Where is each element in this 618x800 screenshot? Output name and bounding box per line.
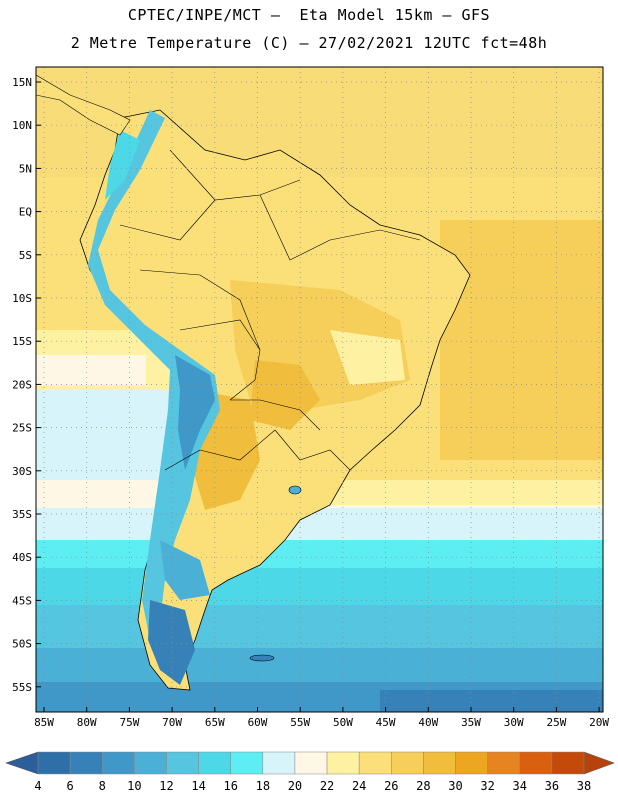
legend-level-label: 34: [513, 779, 527, 793]
legend-level-label: 26: [384, 779, 398, 793]
latitude-labels: 15N 10N 5N EQ 5S 10S 15S 20S 25S 30S 35S 40S 45S 50S 5…: [12, 76, 41, 694]
lon-tick-label: 85W: [34, 716, 54, 729]
lat-tick-label: EQ: [19, 206, 32, 219]
lon-tick-label: 35W: [461, 716, 481, 729]
lat-tick-label: 10S: [12, 292, 32, 305]
lat-tick-label: 15N: [12, 76, 32, 89]
legend-color-box: [166, 751, 199, 775]
temperature-map: 15N 10N 5N EQ 5S 10S 15S 20S 25S 30S 35S 40S 45S 50S 5…: [12, 66, 609, 729]
lon-tick-label: 50W: [333, 716, 353, 729]
legend-level-label: 8: [99, 779, 106, 793]
lon-tick-label: 20W: [589, 716, 609, 729]
legend-level-label: 38: [577, 779, 591, 793]
legend-level-label: 22: [320, 779, 334, 793]
temperature-field: [36, 67, 603, 712]
legend-level-label: 10: [127, 779, 141, 793]
legend-level-label: 36: [545, 779, 559, 793]
lat-tick-label: 25S: [12, 422, 32, 435]
lat-tick-label: 10N: [12, 119, 32, 132]
lon-tick-label: 45W: [376, 716, 396, 729]
legend-color-box: [262, 751, 296, 775]
legend-color-box: [134, 751, 167, 775]
legend-color-box: [455, 751, 488, 775]
legend-color-box: [230, 751, 264, 775]
lon-tick-label: 30W: [504, 716, 524, 729]
lat-tick-label: 35S: [12, 508, 32, 521]
lon-tick-label: 70W: [162, 716, 182, 729]
legend-level-label: 6: [67, 779, 74, 793]
legend-color-box: [101, 751, 135, 775]
legend-color-box: [37, 751, 71, 775]
lon-tick-label: 25W: [546, 716, 566, 729]
longitude-labels: 85W 80W 75W 70W 65W 60W 55W 50W 45W 40W 35W 30W 25W 2…: [34, 707, 609, 729]
legend-level-label: 20: [288, 779, 302, 793]
legend-level-label: 28: [416, 779, 430, 793]
map-frame: [35, 66, 604, 713]
lon-tick-label: 80W: [77, 716, 97, 729]
legend-color-box: [294, 751, 328, 775]
lat-tick-label: 30S: [12, 465, 32, 478]
legend-level-label: 30: [448, 779, 462, 793]
lat-tick-label: 50S: [12, 638, 32, 651]
legend-high-arrow: [583, 751, 615, 775]
legend-level-label: 16: [223, 779, 237, 793]
andes-cold-region: [88, 110, 220, 640]
lat-tick-label: 5N: [19, 162, 32, 175]
lon-tick-label: 55W: [290, 716, 310, 729]
color-legend: 4 6 8 10 12 14 16 18 20 22 24 26 28 30 32 34 36 38: [5, 751, 615, 793]
legend-level-label: 14: [191, 779, 205, 793]
legend-level-label: 18: [256, 779, 270, 793]
legend-color-box: [358, 751, 392, 775]
lon-tick-label: 75W: [119, 716, 139, 729]
legend-color-box: [551, 751, 585, 775]
legend-color-box: [198, 751, 231, 775]
legend-color-box: [423, 751, 456, 775]
lon-tick-label: 65W: [205, 716, 225, 729]
legend-color-box: [326, 751, 360, 775]
legend-low-arrow: [5, 751, 39, 775]
lat-tick-label: 55S: [12, 681, 32, 694]
legend-color-box: [519, 751, 553, 775]
lon-tick-label: 60W: [248, 716, 268, 729]
legend-level-label: 12: [159, 779, 173, 793]
legend-level-label: 24: [352, 779, 366, 793]
legend-level-label: 32: [480, 779, 494, 793]
legend-color-box: [69, 751, 103, 775]
lat-tick-label: 20S: [12, 378, 32, 391]
legend-color-box: [487, 751, 521, 775]
lat-tick-label: 15S: [12, 335, 32, 348]
lat-tick-label: 5S: [19, 249, 32, 262]
map-title-line-2: 2 Metre Temperature (C) – 27/02/2021 12U…: [70, 34, 548, 52]
lat-tick-label: 40S: [12, 551, 32, 564]
legend-level-label: 4: [34, 779, 41, 793]
lon-tick-label: 40W: [418, 716, 438, 729]
legend-color-box: [391, 751, 424, 775]
lat-tick-label: 45S: [12, 594, 32, 607]
map-title-line-1: CPTEC/INPE/MCT – Eta Model 15km – GFS: [127, 6, 491, 24]
